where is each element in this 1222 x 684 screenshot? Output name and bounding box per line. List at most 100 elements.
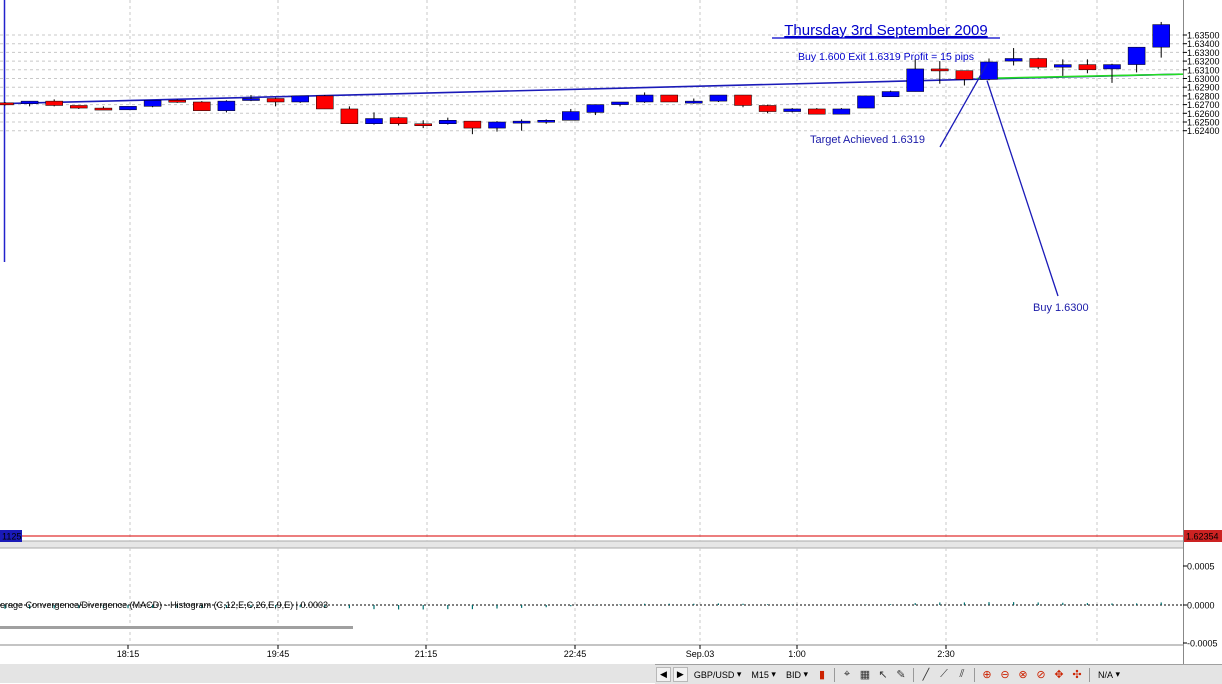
buy-pointer-line xyxy=(986,80,1059,297)
candle-body xyxy=(709,94,728,102)
candle-body xyxy=(1054,64,1072,68)
price-tick-label: 1.62900 xyxy=(1187,83,1220,93)
candle-body xyxy=(143,100,162,107)
zoom-in-icon[interactable]: ⊕ xyxy=(982,669,992,681)
price-tick-label: 1.62400 xyxy=(1187,126,1220,136)
candle-body xyxy=(881,91,900,98)
price-tick-label: 1.63100 xyxy=(1187,65,1220,75)
current-price-bg xyxy=(1184,530,1222,542)
ray-icon[interactable]: ⟋ xyxy=(940,668,948,680)
candle-body xyxy=(414,123,432,126)
candle-body xyxy=(242,98,260,101)
candle-body xyxy=(1004,58,1023,62)
candle-body xyxy=(20,100,39,104)
candles xyxy=(0,21,1170,135)
candle-body xyxy=(808,108,826,115)
candle-body xyxy=(365,118,383,124)
macd-pane-bg xyxy=(0,548,1183,645)
price-tick-label: 1.62800 xyxy=(1187,91,1220,101)
buy-annotation: Buy 1.6300 xyxy=(1033,302,1089,314)
chart-title: Thursday 3rd September 2009 xyxy=(784,22,987,39)
level-label: 1125 xyxy=(2,532,21,542)
pen-icon[interactable]: ✎ xyxy=(896,669,906,681)
zoom-fit-icon[interactable]: ⊗ xyxy=(1018,669,1028,681)
target-annotation: Target Achieved 1.6319 xyxy=(810,134,925,146)
pane-splitter xyxy=(0,541,1183,548)
symbol-dropdown[interactable]: GBP/USD ▾ xyxy=(693,669,742,680)
price-tick-label: 1.62500 xyxy=(1187,118,1220,128)
price-tick-label: 1.63300 xyxy=(1187,48,1220,58)
na-dropdown[interactable]: N/A ▾ xyxy=(1097,669,1121,680)
candle-body xyxy=(1103,64,1121,70)
toolbar-divider xyxy=(1088,667,1090,682)
candle-body xyxy=(931,68,949,72)
candle-body xyxy=(611,101,629,105)
price-tick-label: 1.62700 xyxy=(1187,100,1220,110)
price-tick-label: 1.63000 xyxy=(1187,74,1220,84)
time-tick-label: 2:30 xyxy=(937,649,955,659)
move-icon[interactable]: ✣ xyxy=(1072,669,1082,681)
candle-body xyxy=(758,105,777,112)
main-pane-bg xyxy=(0,0,1183,541)
toolbar-divider xyxy=(912,667,914,682)
candlestick-icon[interactable]: ▮ xyxy=(818,669,826,681)
candle-body xyxy=(955,70,974,80)
candle-body xyxy=(586,104,605,113)
price-tick-label: 1.63400 xyxy=(1187,39,1220,49)
candle-body xyxy=(685,100,703,104)
price-type-dropdown[interactable]: BID ▾ xyxy=(785,669,808,680)
chart-subtitle: Buy 1.600 Exit 1.6319 Profit = 15 pips xyxy=(798,51,974,63)
candle-body xyxy=(1127,46,1146,65)
time-tick-label: 21:15 xyxy=(415,649,438,659)
candle-body xyxy=(562,111,580,121)
scroll-left-button[interactable]: ◀ xyxy=(656,667,671,682)
candle-body xyxy=(488,121,506,129)
candle-body xyxy=(1152,24,1170,48)
candle-body xyxy=(635,94,654,103)
candle-body xyxy=(389,117,408,124)
annotations: 1125 1.62354 Target Achieved 1.6319 Buy 1.6… xyxy=(0,22,1222,629)
zoom-out-icon[interactable]: ⊖ xyxy=(1000,669,1010,681)
candle-body xyxy=(783,108,801,112)
macd-tick-label: -0.0005 xyxy=(1187,639,1218,649)
crosshair-icon[interactable]: ⌖ xyxy=(843,668,851,680)
price-tick-label: 1.63200 xyxy=(1187,57,1220,67)
pan-icon[interactable]: ✥ xyxy=(1054,669,1064,681)
candle-body xyxy=(439,120,457,124)
candle-body xyxy=(0,102,14,106)
macd-histogram xyxy=(0,602,1183,610)
zoom-reset-icon[interactable]: ⊘ xyxy=(1036,669,1046,681)
scroll-right-button[interactable]: ▶ xyxy=(672,667,688,682)
candle-body xyxy=(1078,64,1097,71)
time-tick-label: 1:00 xyxy=(788,649,806,659)
symbol-label: GBP/USD xyxy=(693,669,735,680)
target-pointer-line xyxy=(939,63,988,148)
chart-toolbar: ◀ ▶ GBP/USD ▾ M15 ▾ BID ▾ ▮ ⌖ ▦ ↖ ✎ ╱ ⟋ … xyxy=(655,664,1222,684)
candle-body xyxy=(906,68,924,92)
price-type-label: BID xyxy=(785,669,801,680)
candle-body xyxy=(45,100,63,106)
time-tick-label: Sep.03 xyxy=(686,649,715,659)
macd-tick-label: 0.0000 xyxy=(1187,601,1215,611)
price-tick-label: 1.63500 xyxy=(1187,31,1220,41)
candle-body xyxy=(857,95,875,109)
cursor-icon[interactable]: ↖ xyxy=(878,669,888,681)
candle-body xyxy=(537,120,555,123)
candle-body xyxy=(340,108,359,124)
timeframe-dropdown[interactable]: M15 ▾ xyxy=(751,669,776,680)
grid-icon[interactable]: ▦ xyxy=(859,669,871,681)
macd-label: erage Convergence/Divergence (MACD) - Hi… xyxy=(0,600,328,610)
candle-body xyxy=(832,108,851,115)
candle-body xyxy=(1029,58,1047,68)
candle-body xyxy=(193,101,211,111)
timeframe-label: M15 xyxy=(751,669,769,680)
current-price-label: 1.62354 xyxy=(1186,532,1219,542)
line-icon[interactable]: ╱ xyxy=(922,669,930,681)
time-tick-label: 22:45 xyxy=(564,649,587,659)
price-tick-label: 1.62600 xyxy=(1187,109,1220,119)
green-trendline xyxy=(976,73,1184,80)
channel-icon[interactable]: ⫽ xyxy=(959,668,965,680)
candle-body xyxy=(70,105,88,109)
